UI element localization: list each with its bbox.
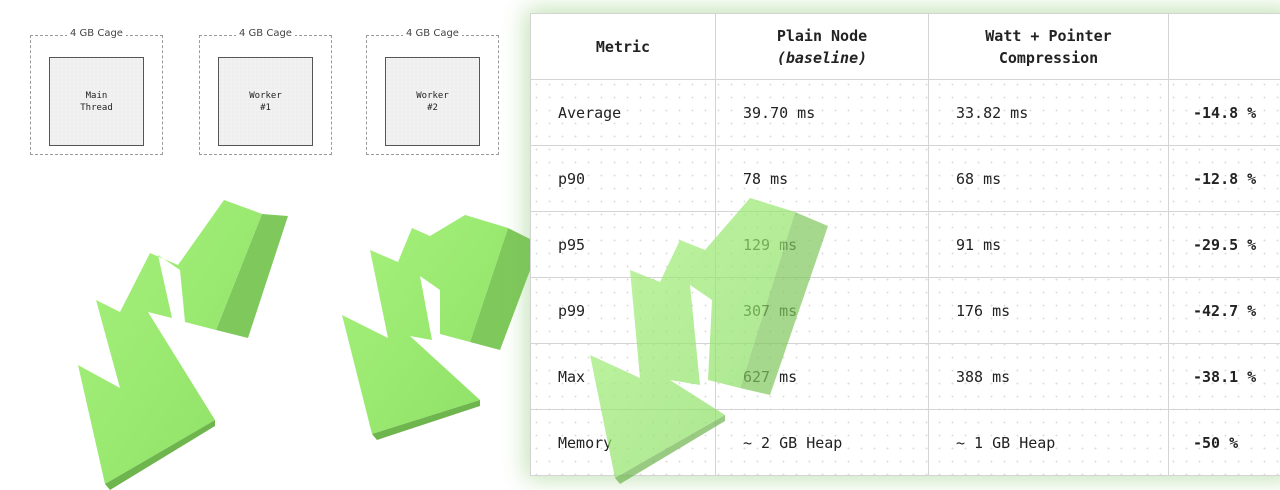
- thread-label: Worker: [416, 90, 449, 101]
- worker-2-box: Worker #2: [385, 57, 480, 146]
- table-header-row: Metric Plain Node (baseline) Watt + Point…: [530, 13, 1280, 80]
- table-row: Max 627 ms 388 ms -38.1 %: [530, 343, 1280, 410]
- watt-cell: 176 ms: [928, 277, 1169, 344]
- thread-label: Main: [85, 90, 108, 101]
- plain-node-cell: ~ 2 GB Heap: [715, 409, 929, 476]
- benchmark-table-card: Metric Plain Node (baseline) Watt + Point…: [530, 13, 1280, 476]
- header-line: Watt + Pointer: [985, 26, 1112, 45]
- plain-node-cell: 78 ms: [715, 145, 929, 212]
- table-row: Memory ~ 2 GB Heap ~ 1 GB Heap -50 %: [530, 409, 1280, 476]
- table-row: p90 78 ms 68 ms -12.8 %: [530, 145, 1280, 212]
- change-cell: -42.7 %: [1168, 277, 1280, 344]
- metric-cell: p90: [530, 145, 716, 212]
- metric-cell: p99: [530, 277, 716, 344]
- plain-node-cell: 39.70 ms: [715, 79, 929, 146]
- metric-cell: Max: [530, 343, 716, 410]
- column-header-plain-node: Plain Node (baseline): [715, 13, 929, 80]
- table-row: p95 129 ms 91 ms -29.5 %: [530, 211, 1280, 278]
- thread-label: #1: [260, 102, 271, 113]
- header-line: Compression: [998, 48, 1099, 67]
- watt-cell: 68 ms: [928, 145, 1169, 212]
- metric-cell: Average: [530, 79, 716, 146]
- change-cell: -38.1 %: [1168, 343, 1280, 410]
- table-row: Average 39.70 ms 33.82 ms -14.8 %: [530, 79, 1280, 146]
- cage-worker-1: 4 GB Cage Worker #1: [199, 28, 332, 155]
- change-cell: -50 %: [1168, 409, 1280, 476]
- change-cell: -29.5 %: [1168, 211, 1280, 278]
- cage-label: 4 GB Cage: [403, 28, 462, 39]
- thread-label: Thread: [80, 102, 113, 113]
- table-row: p99 307 ms 176 ms -42.7 %: [530, 277, 1280, 344]
- cage-main: 4 GB Cage Main Thread: [30, 28, 163, 155]
- thread-label: Worker: [249, 90, 282, 101]
- cage-label: 4 GB Cage: [67, 28, 126, 39]
- benchmark-table: Metric Plain Node (baseline) Watt + Point…: [530, 13, 1280, 476]
- column-header-watt: Watt + Pointer Compression: [928, 13, 1169, 80]
- thread-label: #2: [427, 102, 438, 113]
- down-arrow-icon: [342, 215, 540, 440]
- plain-node-cell: 627 ms: [715, 343, 929, 410]
- watt-cell: 91 ms: [928, 211, 1169, 278]
- metric-cell: Memory: [530, 409, 716, 476]
- cage-worker-2: 4 GB Cage Worker #2: [366, 28, 499, 155]
- watt-cell: ~ 1 GB Heap: [928, 409, 1169, 476]
- change-cell: -12.8 %: [1168, 145, 1280, 212]
- plain-node-cell: 307 ms: [715, 277, 929, 344]
- column-header-change: [1168, 13, 1280, 80]
- watt-cell: 33.82 ms: [928, 79, 1169, 146]
- column-header-metric: Metric: [530, 13, 716, 80]
- cage-label: 4 GB Cage: [236, 28, 295, 39]
- metric-cell: p95: [530, 211, 716, 278]
- down-arrow-icon: [78, 200, 288, 490]
- header-line: Plain Node: [776, 26, 868, 45]
- watt-cell: 388 ms: [928, 343, 1169, 410]
- main-thread-box: Main Thread: [49, 57, 144, 146]
- worker-1-box: Worker #1: [218, 57, 313, 146]
- plain-node-cell: 129 ms: [715, 211, 929, 278]
- change-cell: -14.8 %: [1168, 79, 1280, 146]
- header-subtitle: (baseline): [776, 48, 868, 67]
